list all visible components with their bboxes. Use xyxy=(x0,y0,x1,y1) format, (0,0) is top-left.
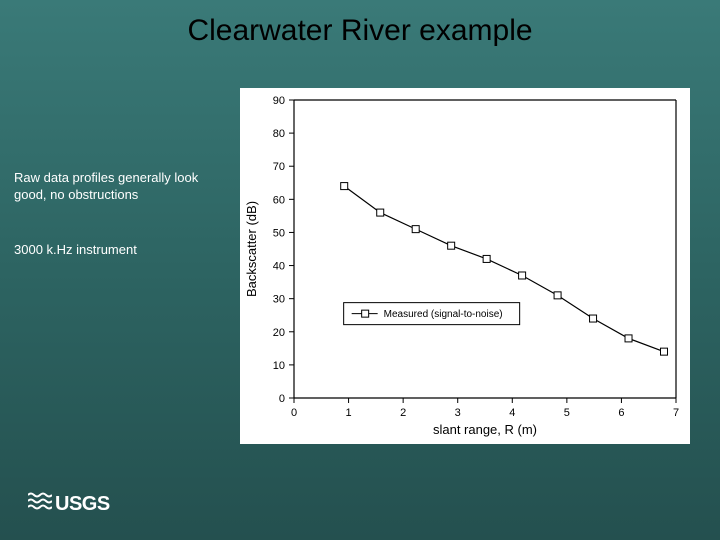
caption-profiles: Raw data profiles generally look good, n… xyxy=(14,170,234,204)
svg-text:slant range, R (m): slant range, R (m) xyxy=(433,422,537,437)
backscatter-chart: 012345670102030405060708090slant range, … xyxy=(240,88,690,444)
usgs-waves-icon xyxy=(28,492,52,516)
svg-text:3: 3 xyxy=(455,407,461,419)
svg-text:7: 7 xyxy=(673,407,679,419)
svg-text:4: 4 xyxy=(509,407,515,419)
svg-text:30: 30 xyxy=(273,294,285,306)
svg-text:40: 40 xyxy=(273,261,285,273)
svg-text:90: 90 xyxy=(273,95,285,107)
svg-text:50: 50 xyxy=(273,227,285,239)
svg-text:6: 6 xyxy=(618,407,624,419)
svg-text:0: 0 xyxy=(279,393,285,405)
svg-text:70: 70 xyxy=(273,161,285,173)
usgs-logo: USGS xyxy=(28,492,110,516)
svg-text:2: 2 xyxy=(400,407,406,419)
svg-text:10: 10 xyxy=(273,360,285,372)
usgs-logo-text: USGS xyxy=(55,493,110,516)
caption-instrument: 3000 k.Hz instrument xyxy=(14,242,234,259)
svg-text:0: 0 xyxy=(291,407,297,419)
svg-text:5: 5 xyxy=(564,407,570,419)
svg-text:Measured (signal-to-noise): Measured (signal-to-noise) xyxy=(384,309,503,320)
page-title: Clearwater River example xyxy=(0,14,720,48)
svg-text:60: 60 xyxy=(273,194,285,206)
slide: Clearwater River example Raw data profil… xyxy=(0,0,720,540)
svg-text:1: 1 xyxy=(346,407,352,419)
svg-text:Backscatter (dB): Backscatter (dB) xyxy=(244,201,259,297)
svg-text:20: 20 xyxy=(273,327,285,339)
svg-text:80: 80 xyxy=(273,128,285,140)
